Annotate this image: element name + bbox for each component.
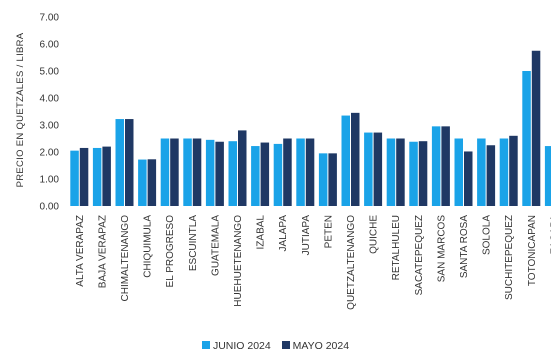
bar-mayo <box>147 159 157 206</box>
legend-swatch-junio <box>201 341 210 349</box>
y-axis-label: PRECIO EN QUETZALES / LIBRA <box>15 32 26 187</box>
bar-mayo <box>486 145 496 206</box>
bar-mayo <box>328 153 337 206</box>
bar-mayo <box>418 141 428 206</box>
bar-junio <box>499 138 509 206</box>
x-tick-label: JUTIAPA <box>301 215 312 256</box>
bar-junio <box>228 141 237 206</box>
x-tick-label: SACATEPEQUEZ <box>414 215 425 295</box>
x-tick-label: RETALHULEU <box>391 215 402 280</box>
bar-junio <box>183 138 192 206</box>
x-tick-label: SANTA ROSA <box>459 215 470 278</box>
x-axis-labels: ALTA VERAPAZ BAJA VERAPAZ CHIMALTENANGO CHI… <box>75 215 551 310</box>
x-tick-label: EL PROGRESO <box>165 215 176 288</box>
y-axis-ticks: 0.00 1.00 2.00 3.00 4.00 5.00 6.00 7.00 <box>40 13 60 213</box>
x-tick-label: JALAPA <box>278 215 289 252</box>
x-tick-label: GUATEMALA <box>210 215 221 276</box>
y-tick-label: 0.00 <box>40 202 60 213</box>
bar-mayo <box>215 141 224 206</box>
legend-item-junio: JUNIO 2024 <box>201 340 271 352</box>
x-tick-label: IZABAL <box>256 215 267 250</box>
bar-junio <box>273 143 283 206</box>
bar-junio <box>477 138 486 206</box>
bar-junio <box>115 119 124 206</box>
x-tick-label: ESCUINTLA <box>188 215 199 271</box>
bar-junio <box>318 153 328 206</box>
bar-junio <box>409 141 418 206</box>
bar-junio <box>431 126 441 206</box>
x-tick-label: SUCHITEPEQUEZ <box>504 215 515 300</box>
bar-mayo <box>170 138 179 206</box>
x-tick-label: ALTA VERAPAZ <box>75 215 86 287</box>
bar-junio <box>454 138 463 206</box>
bar-junio <box>160 138 170 206</box>
bar-mayo <box>531 50 541 206</box>
x-tick-label: ZACAPA <box>549 215 551 255</box>
bar-mayo <box>283 138 292 206</box>
x-tick-label: CHIMALTENANGO <box>120 215 131 302</box>
bar-mayo <box>125 119 134 206</box>
y-tick-label: 2.00 <box>40 148 60 159</box>
legend: JUNIO 2024 MAYO 2024 <box>0 340 551 352</box>
bar-junio <box>251 146 260 206</box>
bar-mayo <box>102 146 111 206</box>
x-tick-label: QUICHE <box>369 215 380 254</box>
bar-mayo <box>396 138 405 206</box>
bar-junio <box>522 71 531 206</box>
bar-mayo <box>441 126 450 206</box>
bar-junio <box>296 138 305 206</box>
bar-mayo <box>351 112 360 206</box>
legend-label-junio: JUNIO 2024 <box>212 340 271 352</box>
legend-swatch-mayo <box>281 341 290 349</box>
bar-mayo <box>464 151 473 206</box>
x-tick-label: SAN MARCOS <box>436 215 447 283</box>
x-tick-label: HUEHUETENANGO <box>233 215 244 307</box>
x-tick-label: SOLOLA <box>482 215 493 255</box>
y-tick-label: 7.00 <box>40 13 60 24</box>
x-tick-label: TOTONICAPAN <box>527 215 538 286</box>
y-tick-label: 1.00 <box>40 175 60 186</box>
bar-mayo <box>373 132 383 206</box>
y-tick-label: 6.00 <box>40 40 60 51</box>
bar-junio <box>70 150 79 206</box>
bar-junio <box>205 139 215 206</box>
bar-mayo <box>238 130 247 206</box>
y-tick-label: 5.00 <box>40 67 60 78</box>
bar-mayo <box>509 135 518 206</box>
legend-label-mayo: MAYO 2024 <box>292 340 350 352</box>
bar-junio <box>364 132 373 206</box>
x-tick-label: PETEN <box>323 215 334 248</box>
y-tick-label: 3.00 <box>40 121 60 132</box>
legend-item-mayo: MAYO 2024 <box>281 340 350 352</box>
x-tick-label: CHIQUIMULA <box>143 215 154 278</box>
bar-mayo <box>305 138 315 206</box>
bar-junio <box>138 159 147 206</box>
bar-mayo <box>192 138 202 206</box>
x-tick-label: BAJA VERAPAZ <box>97 215 108 288</box>
bar-mayo <box>260 142 270 206</box>
y-tick-label: 4.00 <box>40 94 60 105</box>
bar-mayo <box>79 147 89 206</box>
x-tick-label: QUETZALTENANGO <box>346 215 357 310</box>
bars <box>70 50 551 206</box>
bar-junio <box>92 147 102 206</box>
bar-junio <box>386 138 396 206</box>
bar-junio <box>341 115 350 206</box>
bar-junio <box>544 146 551 206</box>
